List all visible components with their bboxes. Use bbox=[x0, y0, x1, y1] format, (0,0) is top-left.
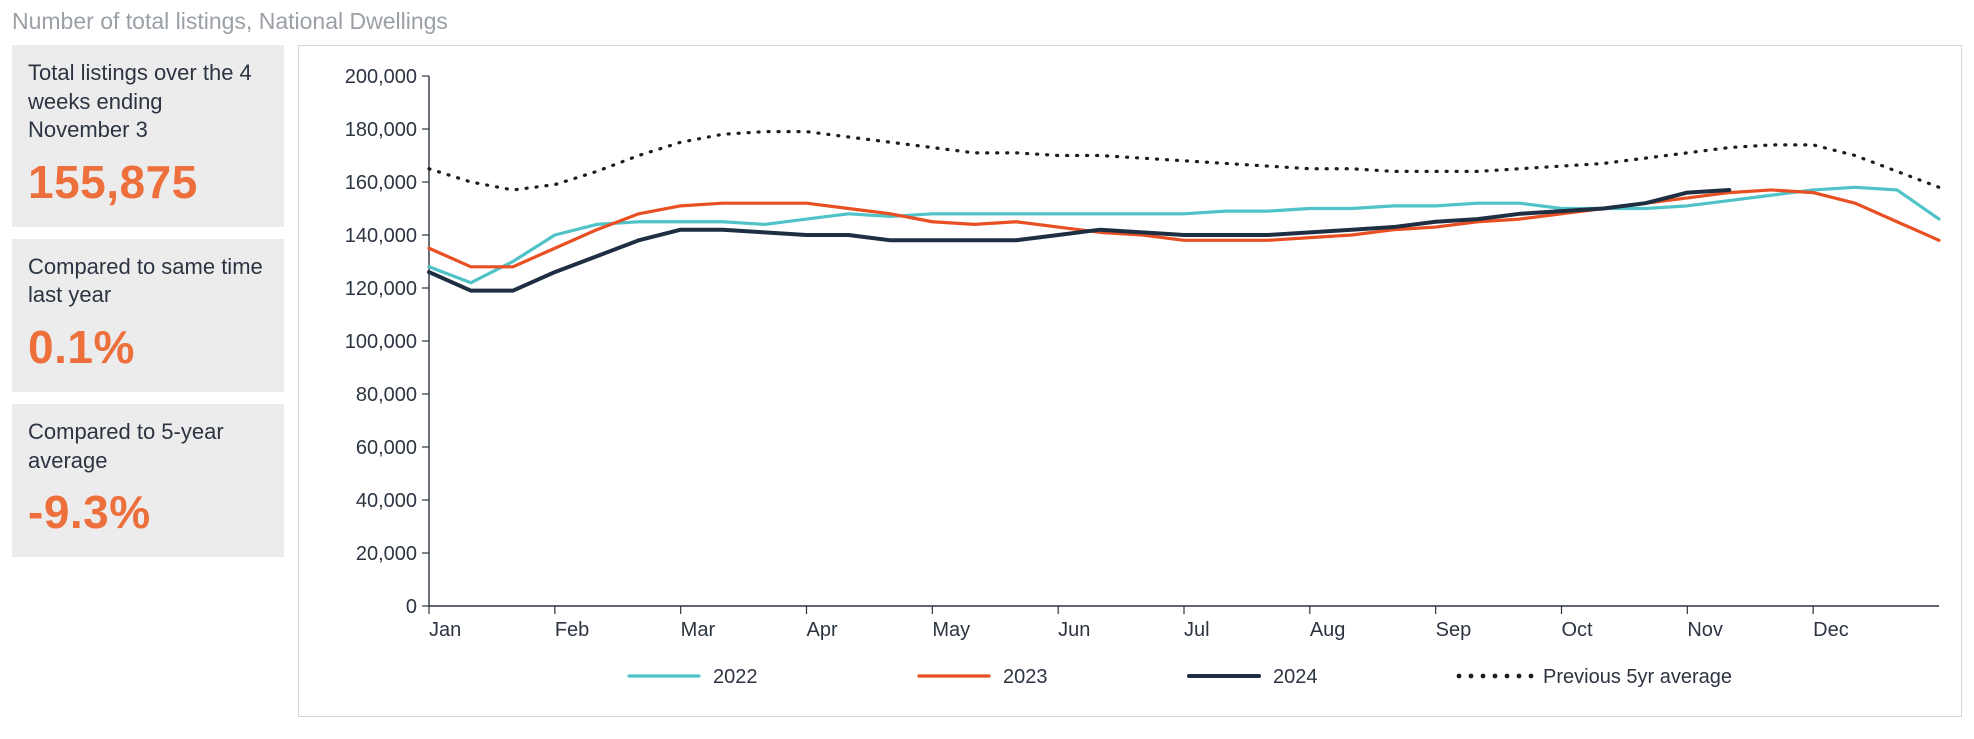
y-tick-label: 60,000 bbox=[356, 437, 417, 459]
stat-card-yoy: Compared to same time last year 0.1% bbox=[12, 239, 284, 392]
x-tick-label: Sep bbox=[1436, 619, 1472, 641]
page-title: Number of total listings, National Dwell… bbox=[12, 8, 1962, 35]
stat-card-value: 0.1% bbox=[28, 320, 268, 374]
stat-card-value: -9.3% bbox=[28, 485, 268, 539]
stat-card-label: Compared to same time last year bbox=[28, 253, 268, 310]
y-tick-label: 80,000 bbox=[356, 384, 417, 406]
legend-item-2022: 2022 bbox=[713, 666, 758, 688]
stat-card-label: Total listings over the 4 weeks ending N… bbox=[28, 59, 268, 145]
x-tick-label: Oct bbox=[1562, 619, 1594, 641]
x-tick-label: Jan bbox=[429, 619, 461, 641]
y-tick-label: 20,000 bbox=[356, 543, 417, 565]
y-tick-label: 200,000 bbox=[345, 66, 417, 88]
y-tick-label: 0 bbox=[406, 596, 417, 618]
line-chart: 0 20,000 40,000 60,000 80,000 100,000 120,000 1… bbox=[299, 46, 1959, 716]
main-layout: Total listings over the 4 weeks ending N… bbox=[12, 45, 1962, 717]
x-tick-label: Jun bbox=[1058, 619, 1090, 641]
y-tick-label: 160,000 bbox=[345, 172, 417, 194]
sidebar: Total listings over the 4 weeks ending N… bbox=[12, 45, 284, 717]
y-tick-label: 120,000 bbox=[345, 278, 417, 300]
stat-card-value: 155,875 bbox=[28, 155, 268, 209]
y-tick-label: 180,000 bbox=[345, 119, 417, 141]
x-tick-label: Jul bbox=[1184, 619, 1210, 641]
x-tick-label: Feb bbox=[555, 619, 589, 641]
x-tick-label: Mar bbox=[681, 619, 716, 641]
stat-card-label: Compared to 5-year average bbox=[28, 418, 268, 475]
series-line-previous-5yr-average bbox=[429, 132, 1939, 190]
stat-card-5yr: Compared to 5-year average -9.3% bbox=[12, 404, 284, 557]
legend-item-2024: 2024 bbox=[1273, 666, 1318, 688]
stat-card-total: Total listings over the 4 weeks ending N… bbox=[12, 45, 284, 227]
legend-item-previous-5yr-average: Previous 5yr average bbox=[1543, 666, 1732, 688]
x-tick-label: Dec bbox=[1813, 619, 1849, 641]
x-tick-label: May bbox=[932, 619, 970, 641]
x-tick-label: Apr bbox=[807, 619, 838, 641]
x-tick-label: Aug bbox=[1310, 619, 1346, 641]
chart-container: 0 20,000 40,000 60,000 80,000 100,000 120,000 1… bbox=[298, 45, 1962, 717]
y-tick-label: 100,000 bbox=[345, 331, 417, 353]
x-tick-label: Nov bbox=[1687, 619, 1723, 641]
legend-item-2023: 2023 bbox=[1003, 666, 1048, 688]
y-tick-label: 140,000 bbox=[345, 225, 417, 247]
y-tick-label: 40,000 bbox=[356, 490, 417, 512]
